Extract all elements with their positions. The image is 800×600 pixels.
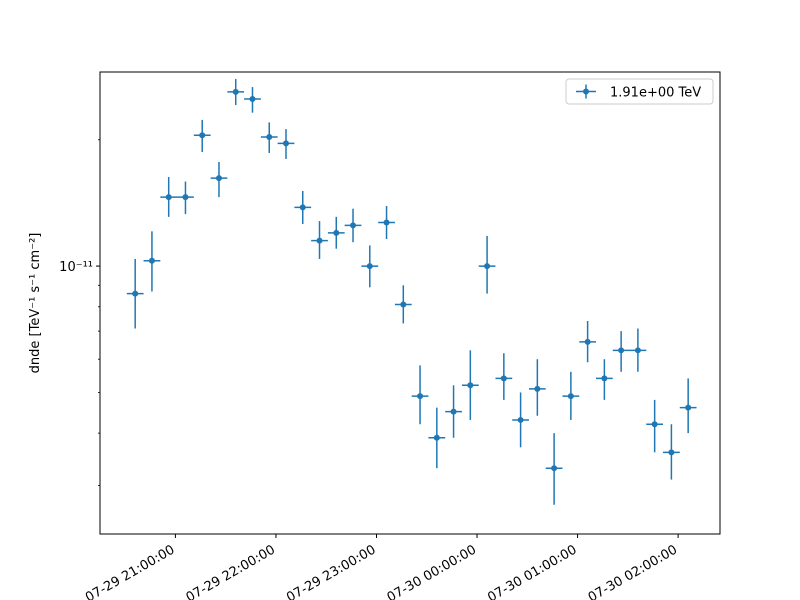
data-marker bbox=[299, 204, 306, 211]
data-marker bbox=[685, 404, 692, 411]
data-marker bbox=[165, 194, 172, 201]
data-marker bbox=[551, 465, 558, 472]
data-marker bbox=[199, 132, 206, 139]
data-point bbox=[411, 365, 429, 425]
data-marker bbox=[316, 237, 323, 244]
y-axis: 10⁻¹¹ bbox=[59, 139, 100, 486]
data-marker bbox=[249, 96, 256, 103]
data-marker bbox=[400, 301, 407, 308]
data-marker bbox=[651, 421, 658, 428]
data-point bbox=[512, 392, 529, 448]
data-point bbox=[143, 231, 161, 292]
data-point bbox=[244, 87, 261, 113]
data-marker bbox=[467, 382, 474, 389]
data-point bbox=[294, 190, 312, 224]
plot-frame bbox=[99, 71, 721, 535]
data-point bbox=[579, 320, 596, 363]
data-marker bbox=[333, 229, 340, 236]
legend: 1.91e+00 TeV bbox=[565, 78, 714, 105]
data-point bbox=[629, 328, 647, 372]
data-marker bbox=[634, 347, 641, 354]
data-marker bbox=[484, 263, 491, 270]
data-marker bbox=[433, 434, 440, 441]
legend-label: 1.91e+00 TeV bbox=[610, 86, 701, 101]
data-marker bbox=[366, 263, 373, 270]
legend-box bbox=[565, 78, 714, 105]
data-point bbox=[126, 258, 144, 329]
data-marker bbox=[517, 416, 524, 423]
data-marker bbox=[266, 134, 273, 141]
data-marker bbox=[132, 290, 139, 297]
data-marker bbox=[148, 257, 155, 264]
legend-marker bbox=[583, 88, 589, 95]
data-point bbox=[394, 285, 412, 324]
data-point bbox=[663, 424, 680, 480]
data-marker bbox=[450, 408, 457, 415]
data-point bbox=[445, 385, 462, 438]
data-point bbox=[545, 433, 563, 505]
data-marker bbox=[215, 175, 222, 182]
data-point bbox=[478, 235, 496, 294]
data-marker bbox=[584, 338, 591, 345]
data-point bbox=[327, 216, 345, 249]
y-tick-label: 10⁻¹¹ bbox=[59, 260, 93, 275]
data-marker bbox=[182, 194, 189, 201]
data-marker bbox=[618, 347, 625, 354]
data-marker bbox=[567, 393, 574, 400]
data-point bbox=[177, 181, 194, 215]
data-point bbox=[679, 378, 697, 434]
data-marker bbox=[383, 219, 390, 226]
data-marker bbox=[283, 140, 289, 147]
data-point bbox=[378, 206, 395, 240]
data-point bbox=[210, 162, 228, 198]
data-point bbox=[344, 208, 362, 243]
data-point bbox=[227, 79, 245, 105]
data-point bbox=[495, 353, 513, 400]
data-point bbox=[311, 221, 328, 259]
data-point bbox=[428, 407, 446, 469]
data-point bbox=[277, 129, 295, 159]
data-marker bbox=[601, 375, 608, 382]
data-point bbox=[562, 371, 580, 420]
data-point bbox=[646, 399, 664, 453]
data-point bbox=[193, 119, 211, 152]
data-marker bbox=[417, 393, 424, 400]
data-point bbox=[461, 350, 479, 420]
data-point bbox=[361, 245, 379, 288]
data-point bbox=[612, 331, 630, 372]
data-point bbox=[260, 122, 278, 153]
data-point bbox=[528, 359, 546, 416]
y-axis-label: dnde [TeV⁻¹ s⁻¹ cm⁻²] bbox=[28, 233, 43, 374]
data-points bbox=[126, 79, 697, 505]
data-marker bbox=[668, 449, 675, 456]
data-marker bbox=[232, 88, 239, 95]
data-point bbox=[160, 177, 178, 217]
data-point bbox=[596, 359, 613, 400]
data-marker bbox=[534, 385, 541, 392]
data-marker bbox=[500, 375, 507, 382]
data-marker bbox=[350, 222, 357, 229]
